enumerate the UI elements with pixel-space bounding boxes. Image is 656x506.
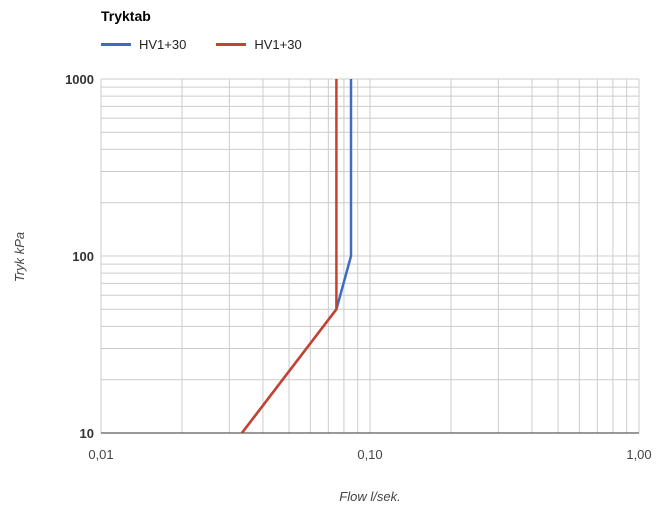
x-axis-title: Flow l/sek.: [339, 489, 400, 504]
series-lines: [240, 79, 353, 434]
chart-title: Tryktab: [101, 8, 151, 24]
legend-item-red[interactable]: HV1+30: [216, 36, 302, 52]
grid: [100, 78, 640, 434]
legend-label-red: HV1+30: [254, 36, 302, 52]
tick-labels: 0,01 0,10 1,00 10 100 1000: [65, 72, 652, 462]
y-axis-title: Tryk kPa: [12, 232, 27, 282]
series-line-red: [240, 79, 338, 434]
y-tick-label: 1000: [65, 72, 94, 87]
legend-item-blue[interactable]: HV1+30: [101, 37, 186, 52]
y-tick-label: 10: [80, 426, 94, 441]
legend: HV1+30 HV1+30: [101, 36, 332, 52]
x-tick-label: 0,10: [357, 447, 382, 462]
y-tick-label: 100: [72, 249, 94, 264]
x-tick-label: 0,01: [88, 447, 113, 462]
legend-label-blue: HV1+30: [139, 36, 187, 52]
legend-swatch-red: [216, 42, 247, 46]
legend-swatch-blue: [101, 42, 131, 46]
x-tick-label: 1,00: [626, 447, 651, 462]
